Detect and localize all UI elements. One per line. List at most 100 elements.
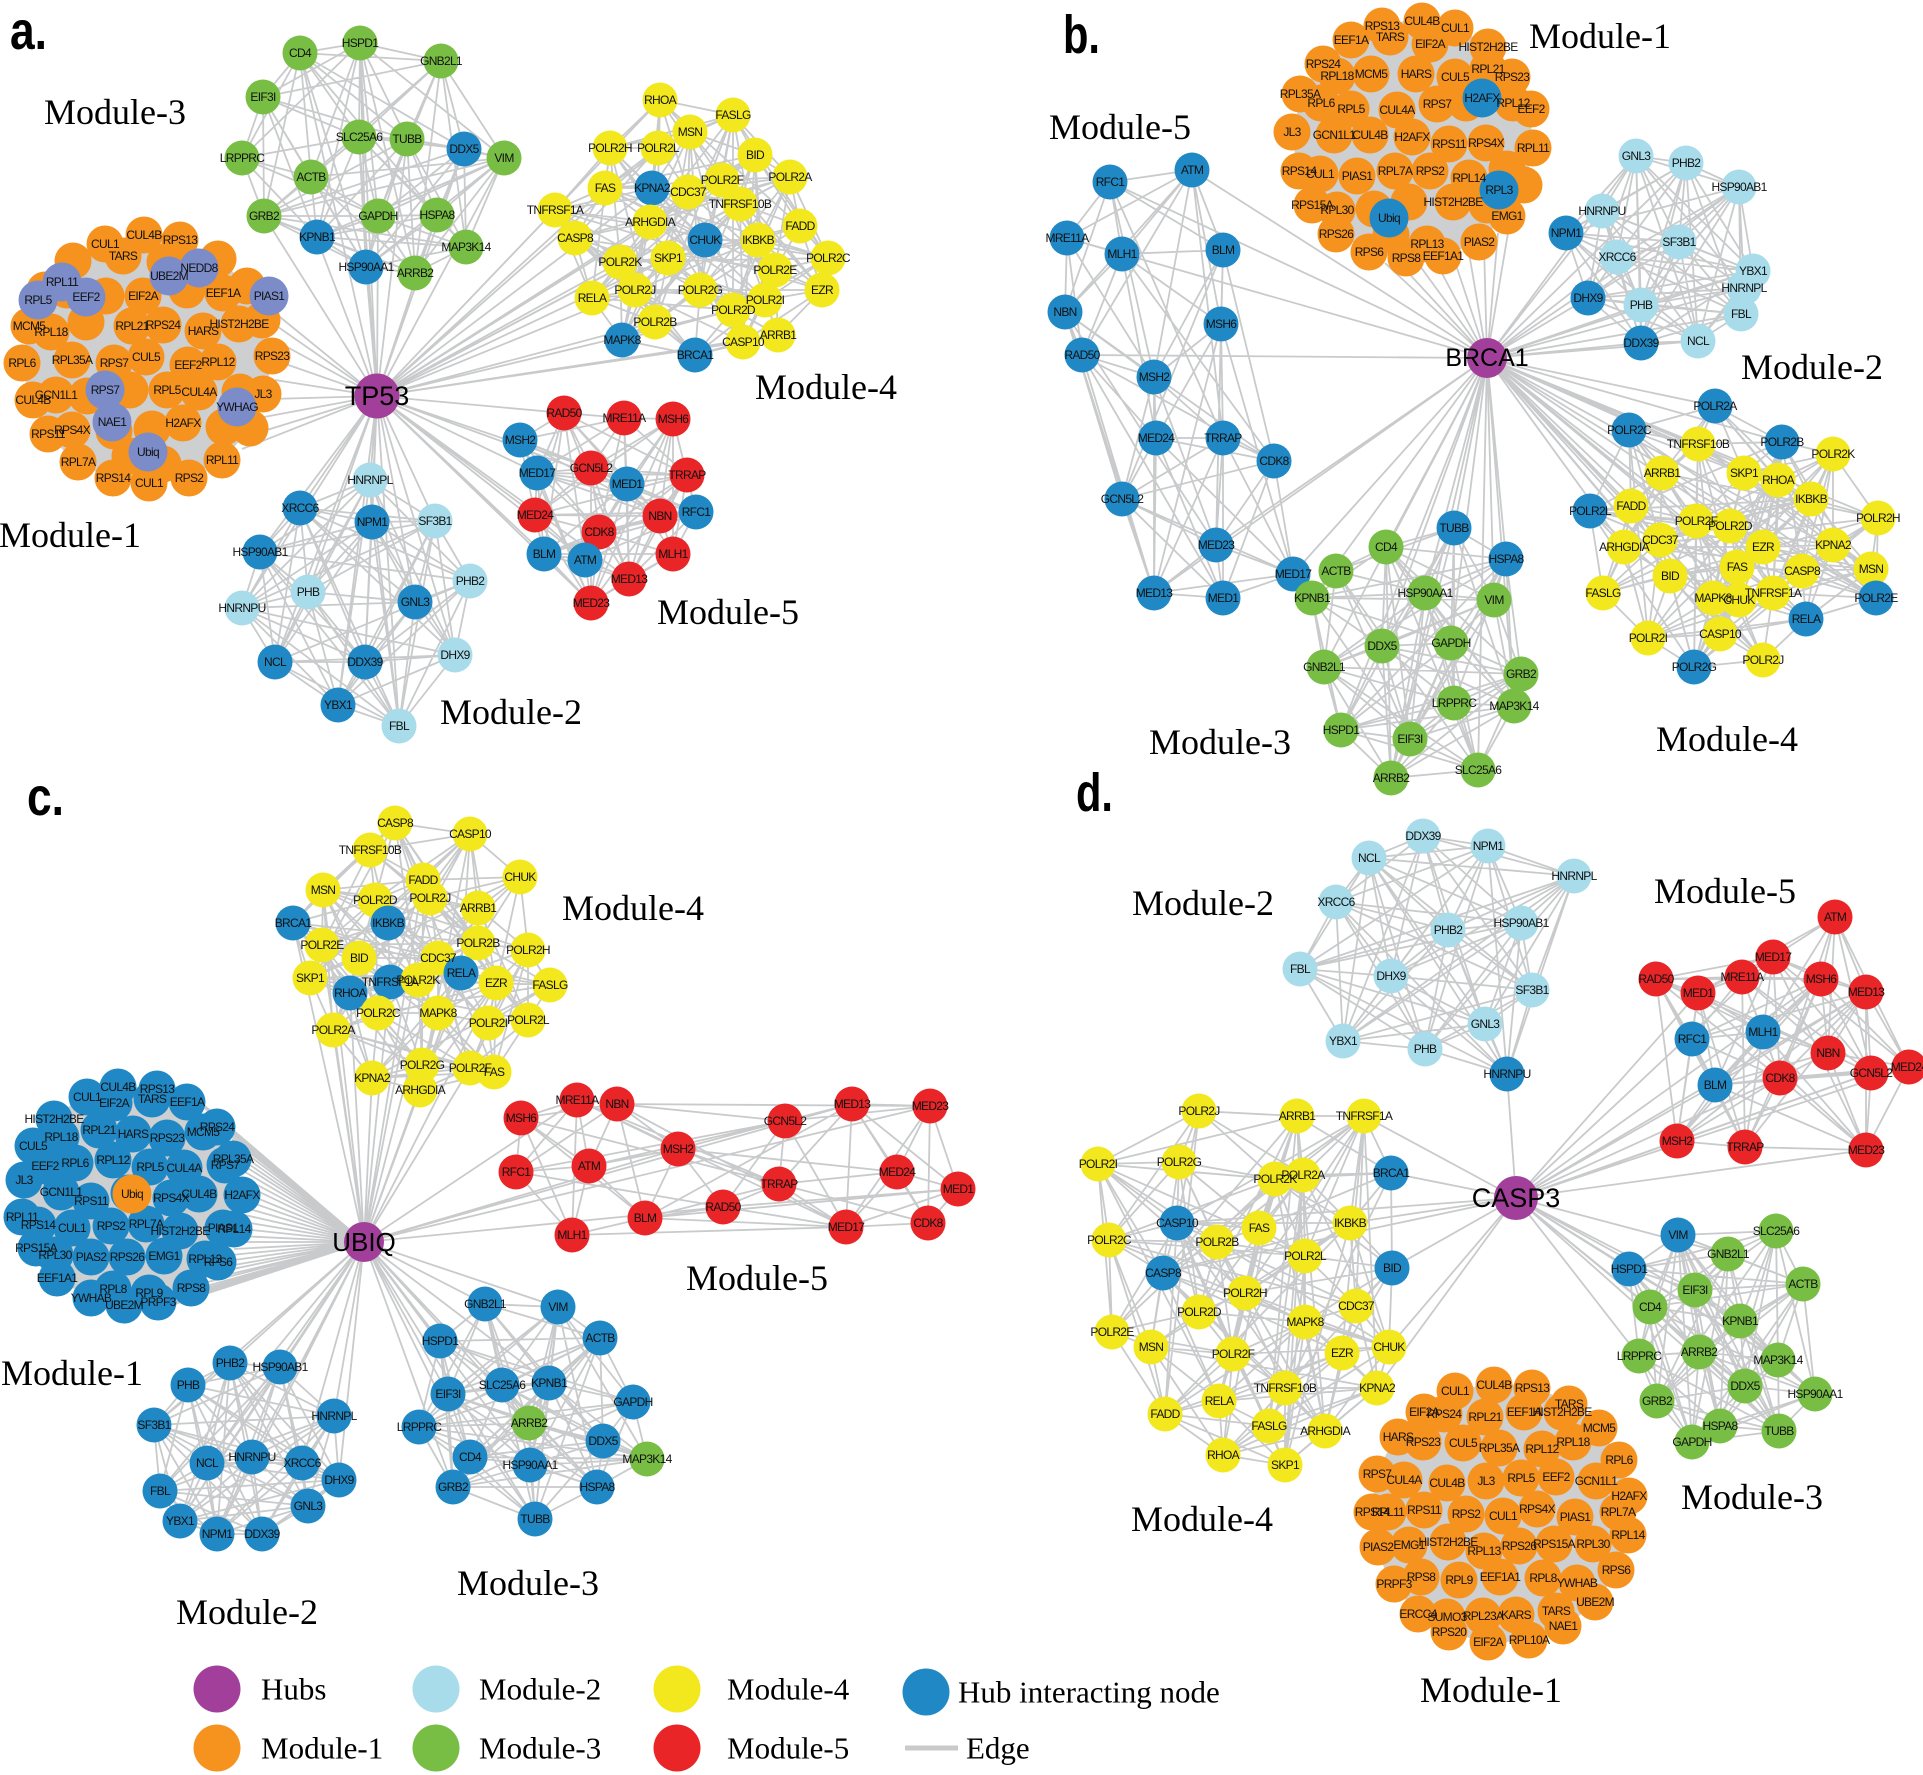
svg-text:HNRNPU: HNRNPU xyxy=(1483,1067,1530,1081)
svg-text:PHB2: PHB2 xyxy=(456,574,486,588)
svg-text:TRRAP: TRRAP xyxy=(668,468,706,482)
svg-text:RPL13: RPL13 xyxy=(1467,1544,1501,1558)
svg-text:RPS8: RPS8 xyxy=(177,1281,207,1295)
svg-text:KPNB1: KPNB1 xyxy=(1722,1314,1759,1328)
svg-text:RPL14: RPL14 xyxy=(217,1222,251,1236)
svg-text:Ubiq: Ubiq xyxy=(1378,211,1400,225)
svg-text:Module-1: Module-1 xyxy=(1529,16,1671,56)
svg-text:RPS24: RPS24 xyxy=(200,1120,236,1134)
svg-text:ARHGDIA: ARHGDIA xyxy=(1300,1424,1350,1438)
svg-text:RPL6: RPL6 xyxy=(1307,96,1335,110)
svg-text:RPS15A: RPS15A xyxy=(1291,198,1334,212)
svg-text:POLR2G: POLR2G xyxy=(1157,1155,1202,1169)
svg-text:CUL4A: CUL4A xyxy=(166,1161,202,1175)
svg-text:BRCA1: BRCA1 xyxy=(1445,344,1528,372)
svg-text:FADD: FADD xyxy=(785,219,815,233)
svg-text:CUL5: CUL5 xyxy=(1441,70,1470,84)
svg-text:Module-5: Module-5 xyxy=(657,592,799,632)
svg-text:SF3B1: SF3B1 xyxy=(1662,235,1696,249)
svg-text:HIST2H2BE: HIST2H2BE xyxy=(24,1112,84,1126)
svg-text:ATM: ATM xyxy=(574,553,597,567)
svg-text:TUBB: TUBB xyxy=(1764,1424,1794,1438)
svg-text:MLH1: MLH1 xyxy=(1748,1025,1778,1039)
svg-text:HNRNPL: HNRNPL xyxy=(1721,281,1767,295)
svg-text:MED17: MED17 xyxy=(828,1220,866,1234)
svg-text:POLR2B: POLR2B xyxy=(456,936,500,950)
svg-text:NBN: NBN xyxy=(1816,1046,1839,1060)
svg-text:EEF1A: EEF1A xyxy=(206,286,241,300)
svg-text:Edge: Edge xyxy=(966,1731,1030,1766)
svg-text:FAS: FAS xyxy=(1727,560,1748,574)
svg-text:GNL3: GNL3 xyxy=(1471,1017,1501,1031)
svg-text:FADD: FADD xyxy=(408,873,438,887)
svg-text:RPL35A: RPL35A xyxy=(52,353,93,367)
svg-text:RPL13: RPL13 xyxy=(1410,237,1444,251)
svg-text:POLR2E: POLR2E xyxy=(1854,591,1898,605)
svg-text:CDK8: CDK8 xyxy=(1259,454,1289,468)
svg-text:MRE11A: MRE11A xyxy=(556,1093,600,1107)
svg-text:EEF2: EEF2 xyxy=(1542,1470,1570,1484)
svg-text:POLR2A: POLR2A xyxy=(768,170,812,184)
svg-text:MAP3K14: MAP3K14 xyxy=(622,1452,672,1466)
svg-text:POLR2F: POLR2F xyxy=(449,1061,492,1075)
svg-text:MED24: MED24 xyxy=(1891,1060,1923,1074)
svg-text:RPL7A: RPL7A xyxy=(61,455,96,469)
svg-text:HSPD1: HSPD1 xyxy=(1323,723,1361,737)
svg-text:RPS15A: RPS15A xyxy=(15,1241,58,1255)
svg-text:POLR2J: POLR2J xyxy=(409,891,451,905)
svg-text:TNFRSF1A: TNFRSF1A xyxy=(1336,1109,1393,1123)
svg-text:POLR2K: POLR2K xyxy=(396,973,440,987)
svg-text:Module-4: Module-4 xyxy=(755,367,897,407)
svg-text:HNRNPU: HNRNPU xyxy=(1578,204,1625,218)
svg-text:POLR2A: POLR2A xyxy=(1693,399,1737,413)
svg-text:RPS4X: RPS4X xyxy=(1519,1502,1556,1516)
svg-text:NCL: NCL xyxy=(264,655,287,669)
svg-text:HNRNPU: HNRNPU xyxy=(218,601,265,615)
svg-text:RPL18: RPL18 xyxy=(34,325,68,339)
svg-text:RPS11: RPS11 xyxy=(31,427,66,441)
svg-text:GNL3: GNL3 xyxy=(1622,149,1652,163)
svg-text:TRRAP: TRRAP xyxy=(760,1177,798,1191)
svg-text:EZR: EZR xyxy=(1752,540,1775,554)
svg-text:HSP90AB1: HSP90AB1 xyxy=(1493,916,1549,930)
svg-text:GRB2: GRB2 xyxy=(438,1480,469,1494)
svg-text:Module-1: Module-1 xyxy=(0,515,141,555)
svg-text:CUL4B: CUL4B xyxy=(181,1187,217,1201)
svg-text:SF3B1: SF3B1 xyxy=(1515,983,1549,997)
svg-text:RPS7: RPS7 xyxy=(100,356,130,370)
svg-text:ARRB2: ARRB2 xyxy=(1681,1345,1719,1359)
svg-text:CUL4B: CUL4B xyxy=(15,393,51,407)
svg-text:CD4: CD4 xyxy=(1375,540,1398,554)
svg-text:PIAS1: PIAS1 xyxy=(1342,169,1374,183)
svg-text:ATM: ATM xyxy=(578,1159,601,1173)
svg-text:EIF3I: EIF3I xyxy=(1397,732,1423,746)
svg-text:YWHAB: YWHAB xyxy=(1557,1576,1598,1590)
svg-text:HSP90AA1: HSP90AA1 xyxy=(1787,1387,1843,1401)
svg-text:PRPF3: PRPF3 xyxy=(1376,1577,1412,1591)
svg-text:HSP90AA1: HSP90AA1 xyxy=(502,1458,558,1472)
svg-text:HARS: HARS xyxy=(1401,67,1432,81)
svg-text:KPNA2: KPNA2 xyxy=(1815,538,1852,552)
svg-text:CUL4B: CUL4B xyxy=(100,1080,136,1094)
svg-text:POLR2D: POLR2D xyxy=(353,893,398,907)
svg-text:RPL9: RPL9 xyxy=(135,1286,163,1300)
svg-text:DDX5: DDX5 xyxy=(1730,1379,1760,1393)
svg-text:TARS: TARS xyxy=(1376,30,1405,44)
svg-text:MED23: MED23 xyxy=(1198,538,1236,552)
svg-text:RPS4X: RPS4X xyxy=(1468,136,1505,150)
svg-text:ACTB: ACTB xyxy=(1321,564,1351,578)
svg-text:POLR2B: POLR2B xyxy=(633,315,677,329)
svg-text:a.: a. xyxy=(10,1,47,61)
svg-text:IKBKB: IKBKB xyxy=(1334,1216,1367,1230)
svg-text:RPS2: RPS2 xyxy=(1452,1507,1482,1521)
svg-text:POLR2H: POLR2H xyxy=(588,141,632,155)
svg-text:HSP90AB1: HSP90AB1 xyxy=(252,1360,308,1374)
svg-text:MSH2: MSH2 xyxy=(1662,1134,1694,1148)
svg-text:MED13: MED13 xyxy=(834,1097,872,1111)
svg-text:ARRB1: ARRB1 xyxy=(1279,1109,1317,1123)
svg-text:CUL4A: CUL4A xyxy=(1379,103,1415,117)
svg-text:CUL4B: CUL4B xyxy=(126,228,162,242)
svg-text:EIF3I: EIF3I xyxy=(250,90,276,104)
svg-text:GRB2: GRB2 xyxy=(1642,1394,1673,1408)
svg-text:MED13: MED13 xyxy=(611,572,649,586)
